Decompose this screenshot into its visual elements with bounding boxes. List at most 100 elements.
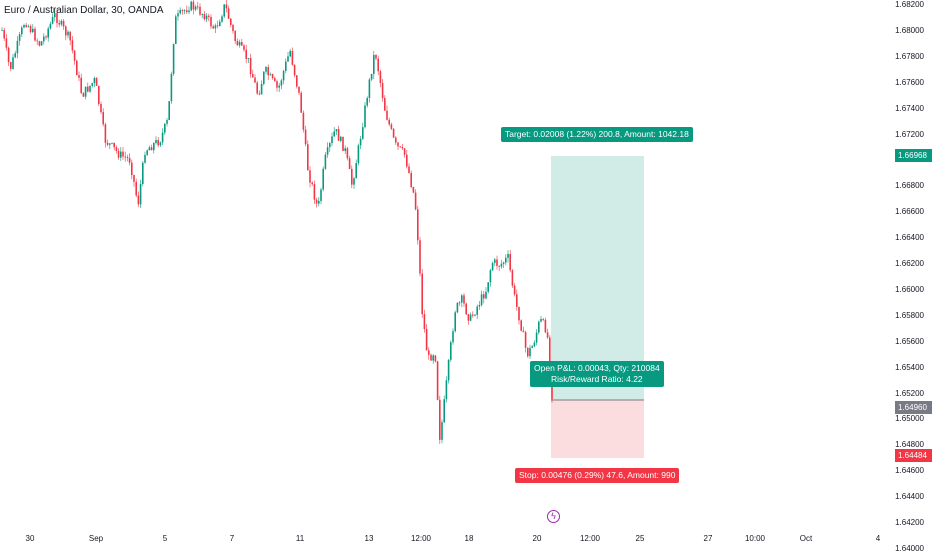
candle-body [357, 145, 360, 164]
candle-body [540, 318, 542, 322]
candle-body [93, 77, 96, 84]
candle-body [390, 124, 393, 129]
candle-body [307, 144, 309, 171]
candle-body [549, 337, 551, 372]
price-tick-label: 1.64000 [895, 543, 924, 553]
candle-body [454, 312, 456, 332]
time-tick-label: 27 [703, 534, 713, 543]
price-tick-label: 1.65000 [895, 414, 924, 424]
candle-body [12, 57, 14, 69]
candle-body [256, 82, 258, 94]
candle-body [65, 26, 67, 36]
candle-body [47, 28, 49, 38]
candle-body [375, 55, 377, 59]
candle-body [522, 330, 525, 333]
candle-body [168, 101, 170, 121]
candle-body [392, 128, 395, 138]
chart-title: Euro / Australian Dollar, 30, OANDA [4, 5, 164, 16]
candle-body [117, 150, 120, 158]
candle-body [410, 173, 412, 187]
profit-zone [551, 156, 644, 400]
candle-body [181, 10, 184, 12]
lightning-icon[interactable]: ϟ [547, 510, 560, 523]
candle-body [102, 112, 104, 125]
candle-body [124, 156, 126, 158]
candle-body [483, 294, 485, 299]
price-tick-label: 1.64200 [895, 518, 924, 527]
candle-body [324, 154, 327, 169]
price-tick-label: 1.66800 [895, 181, 924, 191]
candle-body [329, 143, 331, 148]
candle-body [60, 20, 63, 25]
price-tick-label: 1.67800 [895, 51, 924, 61]
candle-body [542, 318, 544, 320]
candle-body [456, 302, 459, 313]
candle-body [498, 265, 500, 267]
time-tick-label: 5 [162, 534, 168, 543]
candle-body [258, 93, 261, 95]
candle-body [32, 28, 34, 33]
candle-body [346, 148, 349, 159]
candle-body [377, 58, 379, 72]
time-tick-label: 20 [532, 534, 542, 543]
candle-body [384, 98, 386, 111]
candle-body [491, 262, 494, 271]
time-tick-label: 12:00 [410, 534, 432, 543]
candle-body [386, 110, 388, 120]
candle-body [395, 137, 397, 143]
candle-body [278, 85, 280, 88]
price-tick-label: 1.64400 [895, 492, 924, 502]
candle-body [192, 1, 195, 10]
candle-body [122, 151, 124, 157]
candle-body [223, 4, 225, 17]
candle-body [3, 29, 5, 39]
candle-body [280, 80, 283, 86]
candle-body [423, 314, 426, 329]
candle-body [533, 342, 536, 347]
candle-body [56, 13, 58, 24]
candle-body [142, 162, 144, 185]
candle-body [351, 168, 353, 185]
candle-body [166, 120, 168, 124]
candle-body [73, 50, 76, 61]
candle-body [366, 97, 368, 106]
candle-body [247, 58, 250, 59]
candle-body [274, 78, 276, 82]
candle-body [109, 143, 111, 145]
candle-body [399, 146, 401, 148]
candle-body [54, 13, 56, 18]
candle-body [538, 321, 540, 333]
candle-body [197, 6, 199, 8]
candle-body [494, 259, 496, 263]
candle-body [16, 40, 19, 54]
candle-body [368, 79, 371, 98]
candle-body [43, 36, 45, 42]
candle-body [203, 13, 206, 20]
candle-body [478, 305, 481, 307]
candle-body [186, 10, 188, 13]
candle-body [241, 42, 243, 46]
candle-body [243, 45, 245, 50]
candle-body [388, 119, 390, 125]
price-tick-label: 1.65400 [895, 362, 924, 372]
current-price-badge: 1.64960 [895, 401, 932, 414]
candle-body [139, 184, 142, 205]
candle-body [467, 314, 470, 321]
candle-body [221, 16, 223, 22]
time-tick-label: 11 [295, 534, 305, 543]
candle-body [302, 112, 305, 130]
candle-body [381, 83, 384, 99]
candle-body [23, 25, 25, 28]
candle-body [425, 328, 428, 351]
price-tick-label: 1.64600 [895, 466, 924, 476]
time-tick-label: 13 [364, 534, 374, 543]
candle-body [7, 47, 10, 63]
candle-body [469, 314, 472, 321]
time-tick-label: 30 [25, 534, 35, 543]
candle-body [245, 49, 247, 59]
candle-body [412, 186, 415, 193]
candle-body [318, 200, 320, 204]
candle-body [36, 40, 38, 42]
